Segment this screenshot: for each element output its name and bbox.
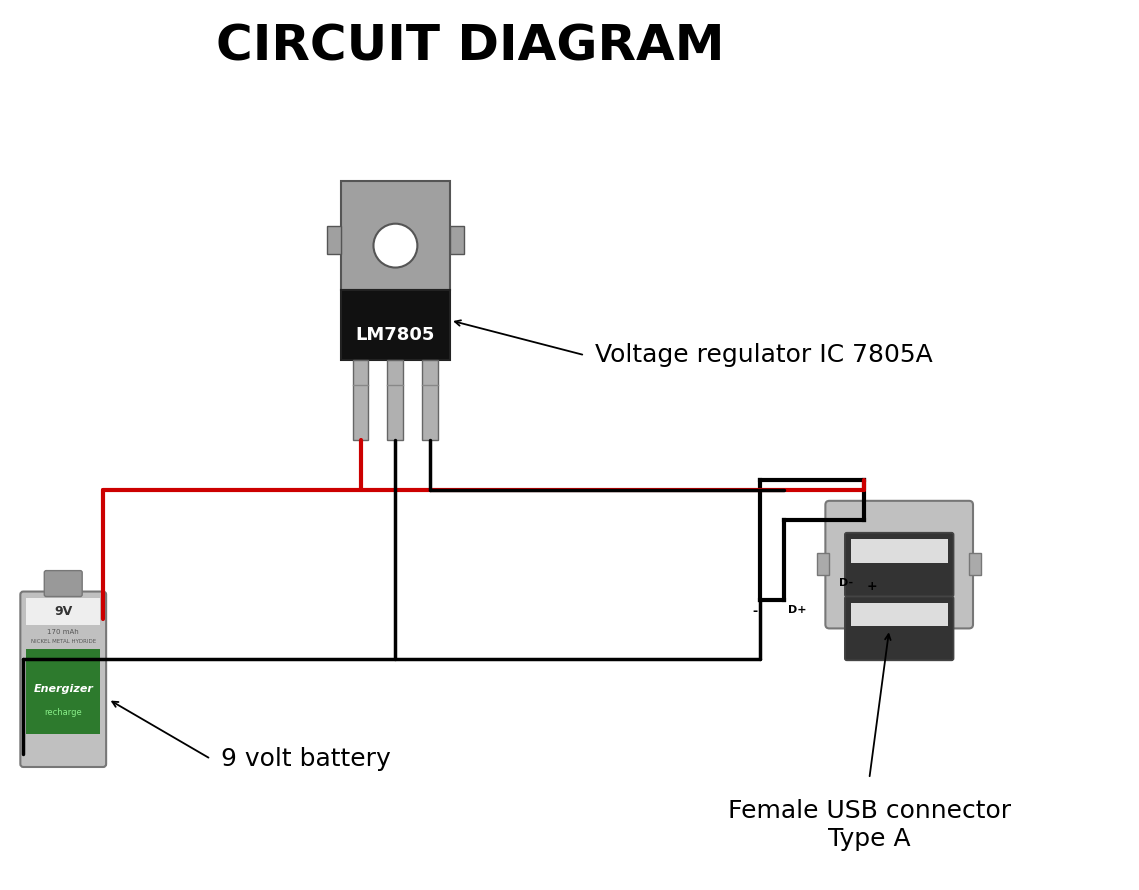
FancyBboxPatch shape [353, 360, 369, 440]
FancyBboxPatch shape [423, 360, 439, 440]
Text: 170 mAh: 170 mAh [48, 629, 79, 635]
FancyBboxPatch shape [327, 226, 341, 254]
Text: Energizer: Energizer [33, 684, 93, 694]
FancyBboxPatch shape [44, 570, 82, 596]
Text: Female USB connector
Type A: Female USB connector Type A [728, 799, 1010, 851]
Text: 9V: 9V [55, 605, 73, 618]
Text: D+: D+ [788, 604, 806, 614]
FancyBboxPatch shape [818, 553, 829, 575]
Text: LM7805: LM7805 [355, 327, 435, 344]
FancyBboxPatch shape [26, 597, 100, 626]
Text: NICKEL METAL HYDRIDE: NICKEL METAL HYDRIDE [31, 639, 96, 643]
FancyBboxPatch shape [450, 226, 465, 254]
FancyBboxPatch shape [341, 181, 450, 290]
FancyBboxPatch shape [845, 596, 953, 660]
FancyBboxPatch shape [387, 360, 403, 440]
FancyBboxPatch shape [851, 538, 948, 562]
Text: CIRCUIT DIAGRAM: CIRCUIT DIAGRAM [216, 22, 724, 70]
FancyBboxPatch shape [969, 553, 981, 575]
Text: recharge: recharge [44, 708, 82, 716]
FancyBboxPatch shape [341, 290, 450, 360]
Text: +: + [867, 579, 877, 593]
Circle shape [374, 223, 417, 268]
Text: Voltage regulator IC 7805A: Voltage regulator IC 7805A [595, 344, 933, 368]
FancyBboxPatch shape [851, 603, 948, 627]
FancyBboxPatch shape [826, 501, 973, 628]
FancyBboxPatch shape [845, 533, 953, 596]
Text: D-: D- [839, 578, 853, 587]
FancyBboxPatch shape [21, 592, 106, 767]
Text: -: - [752, 604, 757, 618]
FancyBboxPatch shape [26, 650, 100, 734]
Text: 9 volt battery: 9 volt battery [221, 747, 391, 771]
